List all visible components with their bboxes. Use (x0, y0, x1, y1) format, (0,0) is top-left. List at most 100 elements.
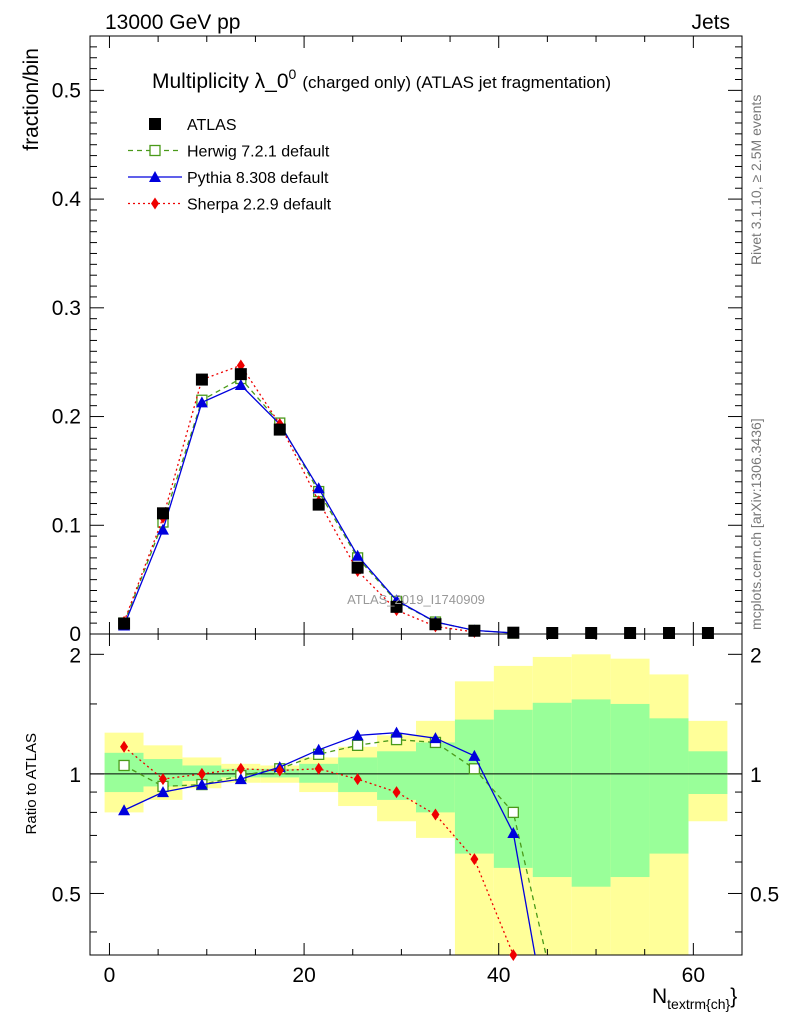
ratio-series-line (123, 738, 547, 955)
data-point (120, 740, 129, 753)
mcplots-reference-label: mcplots.cern.ch [arXiv:1306.3436] (748, 418, 764, 630)
y-tick-label: 0 (69, 623, 81, 646)
x-tick-label: 20 (292, 964, 315, 987)
x-axis-label-main: N (652, 985, 667, 1008)
data-point (509, 949, 518, 961)
data-point (234, 368, 247, 381)
ratio-y-tick-label-right: 2 (750, 644, 762, 667)
data-point (429, 618, 442, 631)
data-point (156, 523, 169, 535)
data-point (314, 762, 323, 775)
data-point (663, 627, 676, 639)
x-tick-label: 40 (487, 964, 510, 987)
uncertainty-band-inner (649, 718, 689, 854)
uncertainty-band-inner (493, 709, 533, 868)
data-point (118, 759, 130, 772)
y-tick-label: 0.4 (52, 188, 82, 211)
legend: ATLAS Herwig 7.2.1 default Pythia 8.308 de… (128, 117, 332, 214)
legend-item: ATLAS (149, 117, 237, 134)
data-point (429, 732, 442, 744)
data-point (234, 379, 247, 391)
y-tick-label: 0.1 (52, 514, 81, 537)
x-tick-label: 60 (682, 964, 705, 987)
data-point (197, 767, 206, 780)
x-axis-label-sub: textrm{ch} (667, 996, 730, 1012)
legend-label: ATLAS (187, 117, 237, 134)
data-point (507, 826, 520, 838)
legend-item: Herwig 7.2.1 default (128, 144, 330, 161)
uncertainty-band-inner (610, 703, 650, 878)
uncertainty-band-inner (104, 752, 144, 793)
ratio-y-tick-label-right: 0.5 (750, 883, 779, 906)
data-point (312, 498, 325, 511)
ratio-uncertainty-bands (104, 654, 728, 955)
ratio-y-tick-label: 0.5 (52, 883, 81, 906)
y-axis-label-bottom: Ratio to ATLAS (23, 733, 40, 834)
data-point (701, 627, 714, 639)
data-point (546, 627, 559, 639)
data-point (351, 729, 364, 741)
data-point (118, 804, 131, 816)
data-point (275, 764, 284, 777)
data-point (468, 749, 481, 761)
uncertainty-band-inner (454, 719, 494, 854)
data-point (195, 396, 208, 408)
data-point (351, 739, 364, 751)
data-point (236, 762, 245, 775)
legend-item: Pythia 8.308 default (128, 170, 329, 187)
data-point (195, 778, 208, 790)
data-point (585, 627, 598, 639)
y-tick-label: 0.5 (52, 79, 81, 102)
data-point (392, 786, 401, 799)
data-point (156, 786, 169, 798)
x-tick-label: 0 (104, 964, 116, 987)
uncertainty-band-inner (416, 742, 455, 813)
chart-title-suffix: (charged only) (ATLAS jet fragmentation) (302, 73, 611, 92)
data-point (351, 561, 364, 574)
data-point (468, 763, 481, 775)
data-point (312, 482, 325, 494)
ratio-panel-frame (89, 633, 743, 956)
data-point (431, 808, 440, 821)
y-tick-label: 0.3 (52, 297, 81, 320)
legend-label: Herwig 7.2.1 default (187, 144, 330, 161)
chart-title: Multiplicity λ_00 (charged only) (ATLAS j… (152, 66, 611, 93)
data-point (156, 507, 169, 520)
legend-item: Sherpa 2.2.9 default (128, 197, 332, 214)
data-series (118, 359, 714, 961)
energy-label: 13000 GeV pp (105, 11, 240, 34)
data-point (470, 853, 479, 866)
x-axis-label: Ntextrm{ch}} (652, 985, 737, 1012)
analysis-watermark: ATLAS_2019_I1740909 (347, 592, 485, 607)
legend-label: Sherpa 2.2.9 default (187, 197, 332, 214)
uncertainty-band-inner (571, 699, 611, 887)
data-point (353, 773, 362, 786)
data-point (149, 144, 161, 157)
legend-label: Pythia 8.308 default (187, 170, 329, 187)
ratio-series-line (123, 746, 514, 955)
data-point (149, 171, 161, 182)
data-point (468, 624, 481, 637)
data-point (312, 743, 325, 755)
rivet-version-label: Rivet 3.1.10, ≥ 2.5M events (748, 95, 764, 265)
data-point (273, 423, 286, 436)
ratio-series-line (123, 732, 536, 955)
data-point (390, 726, 403, 738)
data-point (118, 617, 131, 630)
chart-title-main: Multiplicity λ_0 (152, 70, 289, 93)
chart-title-superscript: 0 (289, 66, 297, 82)
process-label: Jets (691, 11, 730, 34)
ratio-y-tick-label-right: 1 (750, 764, 762, 787)
uncertainty-band-inner (688, 751, 728, 794)
data-point (234, 773, 247, 785)
y-axis-label-top: fraction/bin (20, 48, 43, 151)
data-point (624, 627, 637, 639)
y-tick-label: 0.2 (52, 406, 81, 429)
ratio-y-tick-label: 2 (69, 644, 81, 667)
axis-ticks: 0 20 40 60 0 0.1 0.2 0.3 0.4 0.5 0.5 0.5 1 1 2 2 (52, 35, 779, 987)
ratio-y-tick-label: 1 (69, 764, 81, 787)
data-point (149, 118, 161, 130)
data-point (351, 549, 364, 561)
x-axis-label-brace: } (730, 985, 737, 1008)
